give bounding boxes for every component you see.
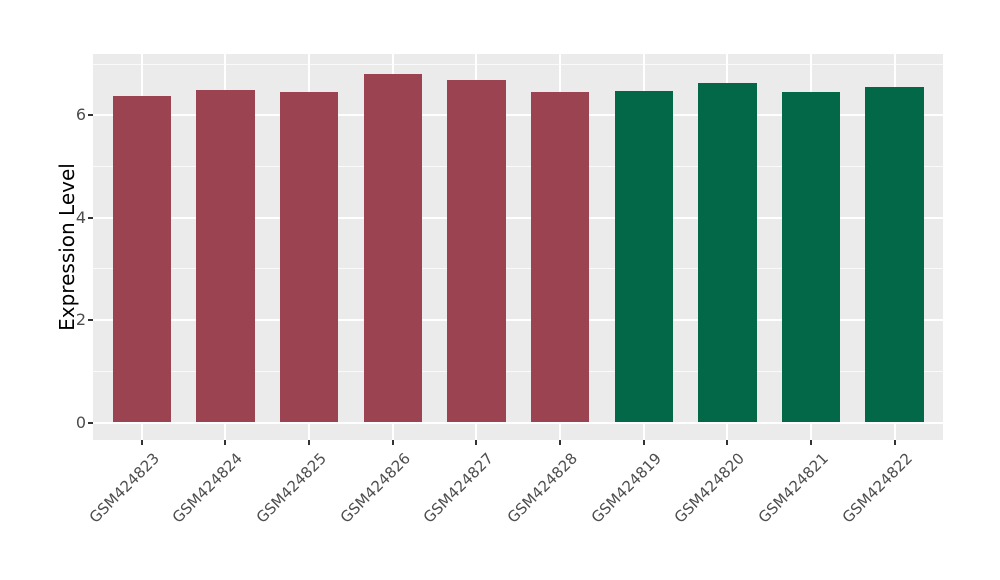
x-tick-GSM424819	[642, 440, 645, 445]
x-tick-GSM424820	[726, 440, 729, 445]
bar-GSM424824	[196, 89, 255, 423]
y-axis-title: Expression Level	[55, 163, 79, 331]
bar-GSM424820	[698, 82, 757, 423]
x-tick-GSM424828	[559, 440, 562, 445]
x-tick-GSM424821	[810, 440, 813, 445]
bar-GSM424823	[112, 95, 172, 423]
gridline-major-y0	[93, 421, 943, 424]
bar-GSM424822	[865, 86, 924, 423]
bar-GSM424819	[614, 90, 673, 423]
bar-GSM424821	[781, 92, 841, 423]
bar-GSM424826	[363, 73, 423, 423]
y-tick-4	[88, 216, 93, 219]
bar-GSM424828	[530, 92, 590, 423]
y-tick-0	[88, 421, 93, 424]
gridline-minor-y5	[93, 166, 943, 167]
y-tick-label-6: 6	[75, 105, 86, 125]
y-tick-2	[88, 319, 93, 322]
gridline-minor-y3	[93, 268, 943, 270]
x-tick-GSM424825	[308, 440, 311, 445]
y-tick-6	[88, 114, 93, 117]
y-tick-label-2: 2	[75, 310, 86, 330]
gridline-minor-y1	[93, 370, 943, 372]
y-tick-label-0: 0	[75, 412, 86, 432]
y-tick-label-4: 4	[75, 207, 86, 227]
x-tick-GSM424822	[893, 440, 896, 445]
bar-GSM424827	[447, 79, 506, 423]
gridline-major-y2	[93, 319, 943, 322]
bar-GSM424825	[279, 92, 339, 423]
x-tick-GSM424823	[140, 440, 143, 445]
gridline-major-y4	[93, 216, 943, 219]
x-tick-GSM424826	[391, 440, 394, 445]
x-tick-GSM424824	[224, 440, 227, 445]
gridline-minor-y7	[93, 63, 943, 65]
gridline-major-y6	[93, 114, 943, 117]
x-tick-GSM424827	[475, 440, 478, 445]
